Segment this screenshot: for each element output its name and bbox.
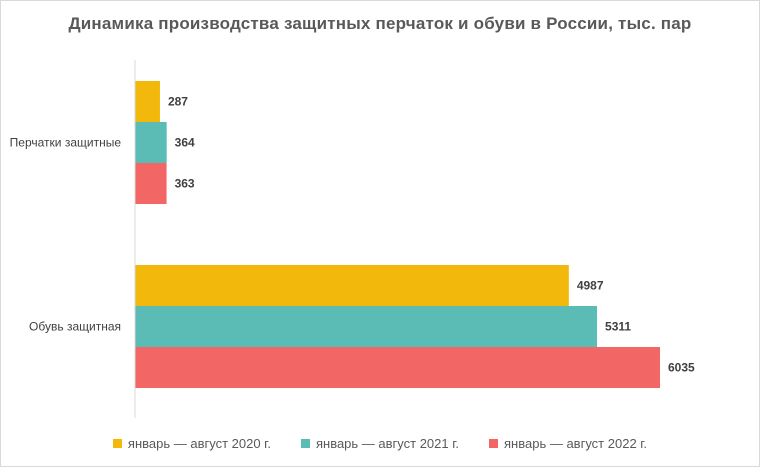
data-label: 364: [175, 136, 195, 150]
legend-swatch: [489, 439, 499, 448]
legend-swatch: [112, 439, 122, 448]
category-label: Перчатки защитные: [10, 136, 122, 150]
bar: [135, 81, 160, 122]
legend-item: январь — август 2021 г.: [300, 436, 460, 451]
chart-title: Динамика производства защитных перчаток …: [68, 14, 692, 33]
legend-label: январь — август 2021 г.: [315, 436, 460, 451]
bar: [135, 163, 167, 204]
bar: [135, 347, 660, 388]
data-label: 6035: [668, 361, 695, 375]
chart-legend: январь — август 2020 г. январь — август 2…: [0, 436, 760, 451]
legend-item: январь — август 2022 г.: [489, 436, 647, 451]
bar: [135, 306, 598, 347]
data-label: 287: [168, 95, 188, 109]
data-label: 4987: [577, 279, 604, 293]
data-label: 363: [175, 177, 195, 191]
legend-swatch: [300, 439, 310, 448]
data-label: 5311: [605, 320, 631, 334]
bar: [135, 122, 167, 163]
legend-item: январь — август 2020 г.: [112, 436, 271, 451]
category-label: Обувь защитная: [29, 320, 121, 334]
legend-label: январь — август 2020 г.: [127, 436, 271, 451]
bar: [135, 265, 569, 306]
legend-label: январь — август 2022 г.: [504, 436, 648, 451]
